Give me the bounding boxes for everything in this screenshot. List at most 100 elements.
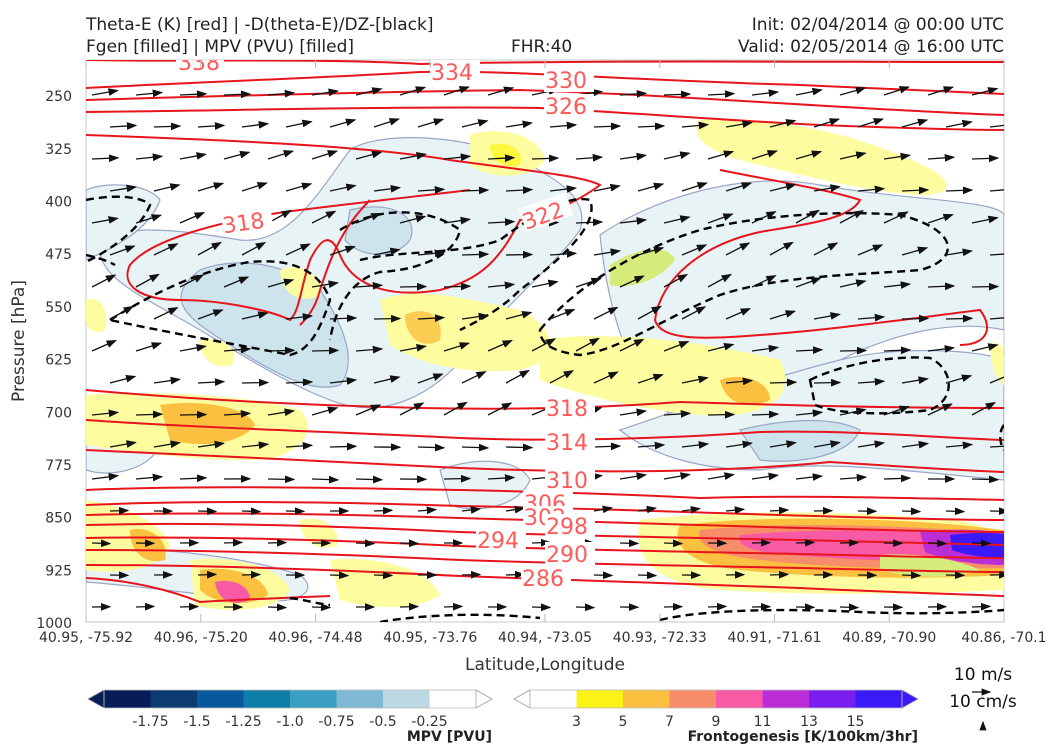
wind-vector <box>707 602 728 611</box>
wind-vector <box>223 150 251 160</box>
wind-vector <box>355 150 383 160</box>
wind-vector <box>927 86 955 96</box>
wind-vector <box>443 602 464 611</box>
mpv-region <box>739 419 861 462</box>
fgen-region <box>405 311 441 344</box>
wind-vector <box>461 506 482 514</box>
wind-vector <box>179 344 207 352</box>
wind-vector <box>153 376 181 385</box>
wind-vector <box>373 184 402 193</box>
wind-vector <box>901 507 922 516</box>
theta-e-line <box>86 88 1004 116</box>
contour-label: 310 <box>546 469 588 494</box>
wind-vector <box>901 186 930 195</box>
y-tick-label: 250 <box>45 89 72 105</box>
wind-vector <box>531 154 560 163</box>
wind-vector <box>241 507 262 516</box>
fgen-region <box>720 376 770 405</box>
dthetae-line <box>86 253 116 267</box>
y-tick-label: 850 <box>45 511 72 527</box>
wind-vector <box>945 186 974 195</box>
wind-vector <box>505 250 534 259</box>
dthetae-line <box>538 211 949 357</box>
wind-vector <box>285 378 314 387</box>
wind-vector <box>637 373 664 384</box>
wind-vector <box>373 314 402 323</box>
mpv-colorbar: -1.75 -1.5 -1.25 -1.0 -0.75 -0.5 -0.25 <box>87 689 493 730</box>
wind-vector <box>813 242 839 256</box>
theta-e-line <box>86 577 331 604</box>
fgen-region <box>160 402 255 445</box>
colorbar-extend-left <box>513 689 531 709</box>
y-tick-label: 925 <box>45 563 72 579</box>
wind-vector <box>663 273 689 288</box>
wind-vector <box>443 282 472 291</box>
wind-vector <box>883 211 909 224</box>
wind-vector <box>989 376 1004 384</box>
wind-vector <box>531 603 552 612</box>
wind-vector <box>883 346 912 355</box>
wind-vector <box>135 273 160 288</box>
wind-vector <box>153 440 181 449</box>
contour-label: 318 <box>546 397 588 422</box>
wind-vector <box>619 275 645 288</box>
wind-vector <box>945 441 974 450</box>
wind-vector <box>751 344 780 353</box>
wind-vector <box>857 313 886 322</box>
colorbar-swatch <box>383 690 430 708</box>
wind-vector <box>329 442 358 451</box>
y-axis-label: Pressure [hPa] <box>9 280 29 402</box>
wind-vector <box>883 474 912 483</box>
wind-vector <box>901 314 930 323</box>
wind-vector <box>135 473 164 482</box>
colorbar-extend-right <box>475 689 493 709</box>
y-tick-label: 625 <box>45 353 72 369</box>
fgen-region <box>200 339 235 367</box>
wind-vector <box>725 242 751 256</box>
colorbar-extend-left <box>87 689 105 709</box>
colorbar-tick-label: 11 <box>754 714 772 730</box>
wind-vector <box>619 472 647 481</box>
wind-vector <box>179 274 205 288</box>
contour-label: 290 <box>546 543 588 568</box>
wind-vector <box>813 118 841 128</box>
wind-vector <box>109 506 130 515</box>
theta-e-line <box>86 134 602 322</box>
wind-vector <box>725 377 754 386</box>
wind-vector <box>505 443 534 452</box>
wind-vector <box>109 122 138 130</box>
wind-vector <box>179 474 208 483</box>
wind-vector <box>311 346 340 355</box>
wind-vector <box>575 277 602 288</box>
wind-vector <box>989 124 1004 128</box>
wind-vector <box>461 250 490 259</box>
wind-vector <box>417 118 445 128</box>
wind-vector <box>109 184 137 193</box>
wind-vector <box>135 602 156 611</box>
wind-vector <box>813 184 841 192</box>
wind-vector <box>883 281 912 289</box>
wind-vector <box>355 281 384 290</box>
wind-vector <box>927 213 954 224</box>
wind-vector <box>399 402 425 416</box>
wind-vector <box>179 602 200 611</box>
wind-vector <box>531 279 559 288</box>
wind-vector <box>769 183 797 192</box>
fgen-colorbar: 3 5 7 9 11 13 15 <box>513 689 919 730</box>
colorbar-tick-label: -0.25 <box>411 714 447 730</box>
wind-vector <box>179 212 205 224</box>
wind-vector <box>593 371 619 384</box>
wind-vector <box>681 244 708 256</box>
wind-vector <box>575 337 600 352</box>
wind-vector <box>355 539 376 548</box>
wind-vector <box>769 506 790 515</box>
wind-vector <box>901 118 929 128</box>
wind-vector <box>373 118 400 128</box>
wind-vector <box>461 570 482 579</box>
vector-key-label-1: 10 m/s <box>954 665 1012 685</box>
fgen-region <box>86 299 107 332</box>
wind-vector <box>373 375 401 384</box>
wind-vector <box>109 440 137 448</box>
wind-vector <box>593 248 621 257</box>
